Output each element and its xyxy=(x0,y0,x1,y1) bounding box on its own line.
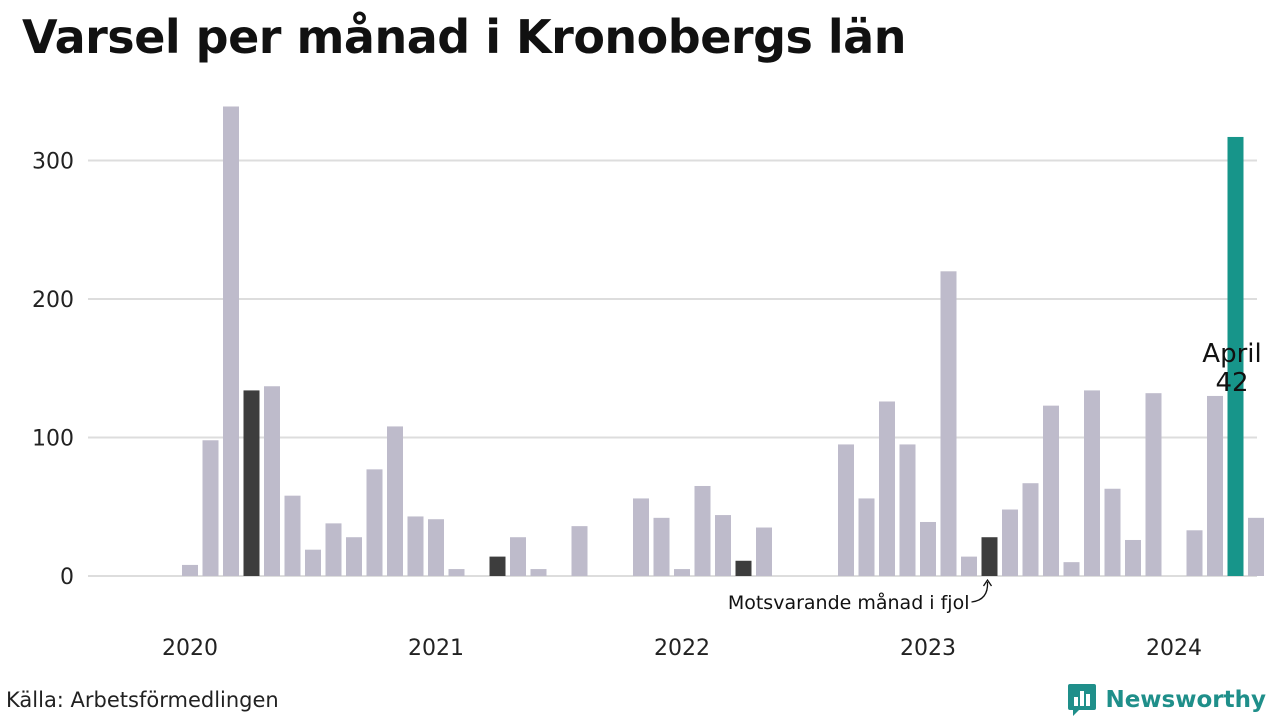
y-tick-label: 300 xyxy=(32,150,74,175)
bar-chart-logo-icon xyxy=(1068,684,1097,716)
bar-2022-05 xyxy=(756,527,772,576)
x-tick-label: 2021 xyxy=(408,636,464,661)
bar-2022-10 xyxy=(858,498,875,576)
bar-2023-04 xyxy=(981,537,998,576)
bar-2021-01 xyxy=(428,519,444,576)
bar-2024-02 xyxy=(1186,530,1203,576)
bar-2020-08 xyxy=(325,523,342,576)
bar-2022-09 xyxy=(838,444,854,576)
bar-2021-11 xyxy=(633,498,649,576)
x-tick-label: 2022 xyxy=(654,636,710,661)
bar-2020-09 xyxy=(346,537,362,576)
current-month-label: April xyxy=(1202,339,1261,369)
x-tick-label: 2020 xyxy=(162,636,218,661)
bar-2024-04 xyxy=(1227,136,1244,576)
bar-2022-01 xyxy=(674,569,690,576)
y-tick-label: 100 xyxy=(32,427,74,452)
bar-2020-10 xyxy=(366,469,383,576)
bars xyxy=(182,106,1264,577)
y-tick-label: 0 xyxy=(60,565,74,590)
bar-2023-08 xyxy=(1063,562,1080,576)
chart-title: Varsel per månad i Kronobergs län xyxy=(22,10,906,64)
bar-2020-07 xyxy=(305,549,321,576)
bar-2023-10 xyxy=(1104,488,1121,576)
bar-2021-04 xyxy=(489,556,506,576)
bar-2020-12 xyxy=(407,516,424,576)
bar-2022-03 xyxy=(715,515,731,576)
bar-2024-03 xyxy=(1207,395,1223,576)
annotations: April 42 Motsvarande månad i fjol xyxy=(728,339,1262,614)
bar-2021-08 xyxy=(571,526,588,576)
x-axis-labels: 2020 2021 2022 2023 2024 xyxy=(162,636,1202,661)
bar-2023-09 xyxy=(1084,390,1100,576)
bar-2021-06 xyxy=(530,569,547,576)
bar-2022-12 xyxy=(899,444,916,576)
current-value-label: 42 xyxy=(1215,368,1248,398)
brand-name: Newsworthy xyxy=(1105,687,1266,713)
bar-2022-04 xyxy=(735,560,752,576)
bar-2021-05 xyxy=(510,537,526,576)
bar-2022-02 xyxy=(694,485,711,576)
brand-logo: Newsworthy xyxy=(1067,683,1266,717)
bar-2020-03 xyxy=(223,106,239,577)
bar-2023-03 xyxy=(961,556,977,576)
bar-2021-02 xyxy=(448,569,465,576)
bar-2023-05 xyxy=(1002,509,1018,576)
bar-2023-07 xyxy=(1043,405,1059,576)
note-arrow xyxy=(971,578,993,603)
bar-2020-04 xyxy=(243,390,260,576)
source-note: Källa: Arbetsförmedlingen xyxy=(6,688,279,712)
bar-2023-01 xyxy=(920,521,936,576)
x-tick-label: 2024 xyxy=(1146,636,1202,661)
bar-2023-02 xyxy=(940,271,957,576)
y-axis-labels: 0 100 200 300 xyxy=(32,150,74,591)
bar-2023-11 xyxy=(1125,539,1141,576)
bar-undefined xyxy=(1248,517,1264,576)
bar-2023-12 xyxy=(1145,393,1162,576)
bar-2020-05 xyxy=(264,386,280,576)
bar-2020-11 xyxy=(387,426,403,576)
bar-2020-01 xyxy=(182,564,198,576)
y-tick-label: 200 xyxy=(32,288,74,313)
x-tick-label: 2023 xyxy=(900,636,956,661)
bar-2022-11 xyxy=(879,401,895,576)
bar-2023-06 xyxy=(1022,483,1039,576)
bar-2020-02 xyxy=(202,440,219,576)
bar-2021-12 xyxy=(653,517,670,576)
bar-2020-06 xyxy=(284,495,301,576)
grid-lines xyxy=(88,159,1257,577)
same-month-note: Motsvarande månad i fjol xyxy=(728,591,970,614)
bar-chart: 0 100 200 300 2020 2021 2022 2023 2024 April 42… xyxy=(32,106,1264,661)
